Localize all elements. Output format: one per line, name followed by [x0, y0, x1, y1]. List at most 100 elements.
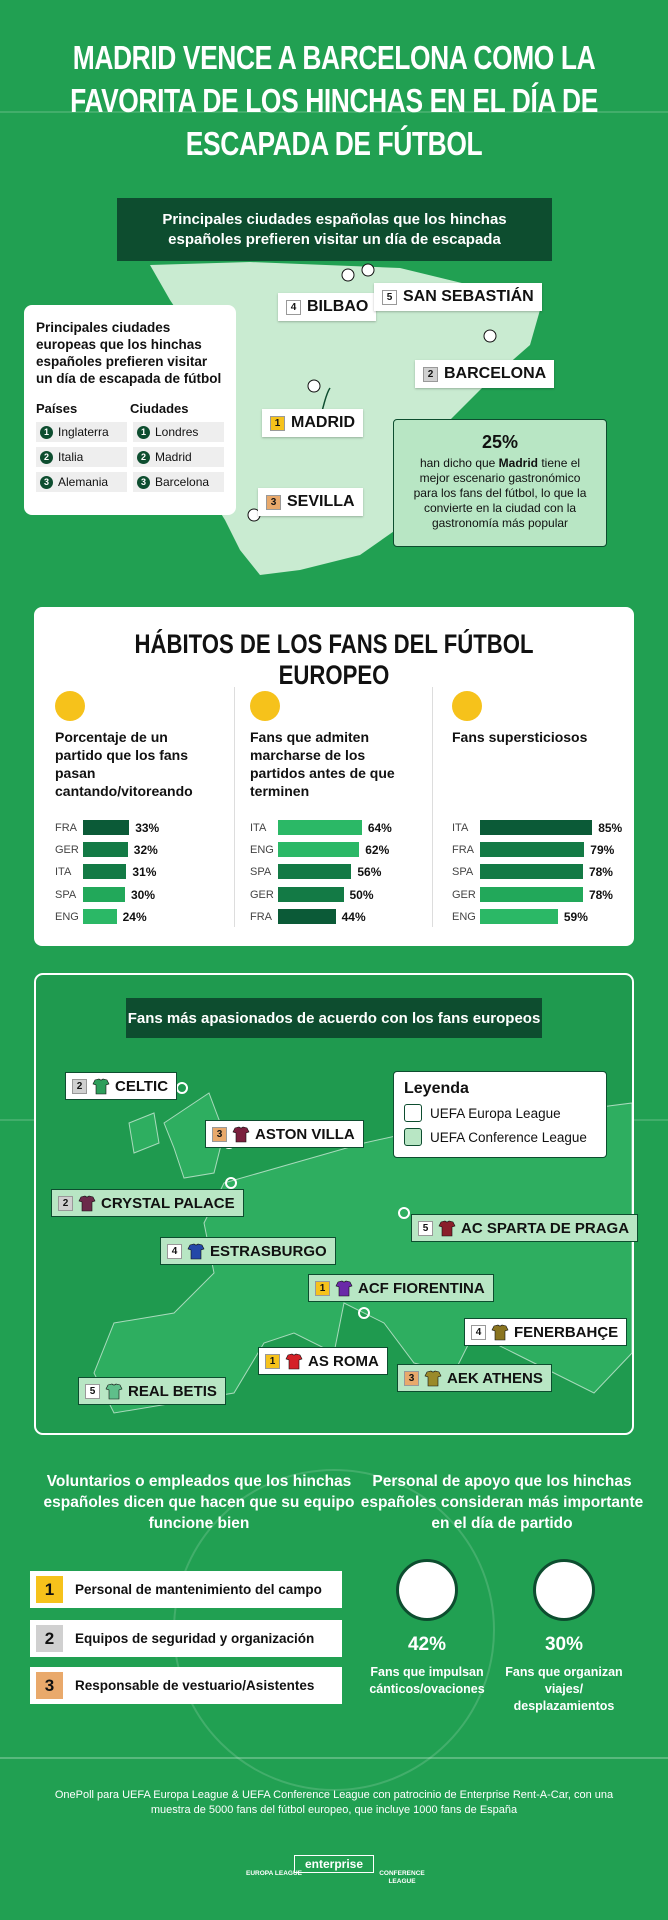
volunteer-item: 3 Responsable de vestuario/Asistentes: [30, 1667, 342, 1704]
value-label: 32%: [133, 842, 158, 857]
table-row: 3 Alemania 3 Barcelona: [36, 472, 224, 492]
team-label: 5 REAL BETIS: [78, 1377, 226, 1405]
item-text: Responsable de vestuario/Asistentes: [75, 1678, 315, 1693]
bar: [83, 909, 117, 924]
bar: [278, 842, 360, 857]
table-cell: 2 Madrid: [133, 447, 224, 467]
team-name: CELTIC: [115, 1077, 169, 1095]
team-label: 2 CRYSTAL PALACE: [51, 1189, 244, 1217]
team-label: 4 FENERBAHÇE: [464, 1318, 628, 1346]
logo: CONFERENCE LEAGUE: [379, 1870, 425, 1885]
rank-circle: 3: [137, 475, 150, 489]
city-label: 2 BARCELONA: [415, 360, 555, 388]
category-label: ENG: [250, 843, 274, 856]
team-label: 5 AC SPARTA DE PRAGA: [411, 1214, 639, 1242]
city-name: SEVILLA: [287, 493, 355, 510]
value-label: 31%: [132, 864, 157, 879]
shirt-icon: [92, 1078, 110, 1094]
footer-source: OnePoll para UEFA Europa League & UEFA C…: [54, 1789, 614, 1816]
shirt-icon: [187, 1243, 205, 1259]
city-label: 4 BILBAO: [278, 293, 377, 321]
legend-swatch: [404, 1128, 422, 1146]
category-label: ITA: [55, 865, 72, 878]
habit-icon: [452, 691, 482, 721]
shirt-icon: [335, 1280, 353, 1296]
shirt-icon: [78, 1195, 96, 1211]
team-name: AC SPARTA DE PRAGA: [461, 1219, 630, 1237]
rank-badge: 3: [36, 1672, 63, 1699]
city-name: BILBAO: [307, 298, 369, 315]
city-label: 3 SEVILLA: [258, 488, 363, 516]
category-label: ITA: [250, 821, 267, 834]
bar: [480, 820, 593, 835]
rank-badge: 1: [315, 1280, 330, 1296]
team-label: 3 ASTON VILLA: [205, 1120, 364, 1148]
rank-circle: 1: [137, 425, 150, 439]
value-label: 64%: [367, 820, 392, 835]
shirt-icon: [438, 1220, 456, 1236]
chart-title: Fans supersticiosos: [452, 729, 588, 745]
category-label: SPA: [452, 865, 474, 878]
main-title: MADRID VENCE A BARCELONA COMO LA FAVORIT…: [70, 39, 598, 162]
bar: [83, 842, 128, 857]
box-table: Países Ciudades 1 Inglaterra 1 Londres 2 Italia…: [36, 401, 224, 492]
rank-badge: 5: [85, 1383, 100, 1399]
stat-value: 42%: [407, 1634, 447, 1655]
legend-title: Leyenda: [404, 1080, 469, 1097]
column-header: Países: [36, 401, 78, 416]
stat-label: Fans que impulsan cánticos/ovaciones: [369, 1665, 485, 1696]
value-label: 79%: [590, 842, 615, 857]
value-label: 78%: [588, 864, 613, 879]
table-cell: 3 Barcelona: [133, 472, 224, 492]
team-name: AEK ATHENS: [447, 1369, 543, 1387]
cell-text: Londres: [155, 425, 199, 439]
habits-title: HÁBITOS DE LOS FANS DEL FÚTBOL EUROPEO: [134, 629, 534, 690]
bar: [480, 887, 583, 902]
category-label: GER: [452, 888, 476, 901]
europe-cities-box: Principales ciudades europeas que los hi…: [24, 305, 236, 515]
bar-row: SPA 56%: [250, 864, 381, 879]
item-text: Equipos de seguridad y organización: [75, 1631, 315, 1646]
category-label: FRA: [55, 821, 77, 834]
bar: [480, 909, 558, 924]
stat-icon: [533, 1559, 595, 1621]
rank-badge: 1: [265, 1353, 280, 1369]
table-cell: 3 Alemania: [36, 472, 127, 492]
separator: [432, 687, 433, 927]
legend-label: UEFA Conference League: [430, 1129, 587, 1145]
chart-title: Porcentaje de un partido que los fans pa…: [55, 729, 193, 799]
cell-text: Alemania: [58, 475, 109, 489]
bar: [480, 864, 583, 879]
habit-icon: [250, 691, 280, 721]
team-name: CRYSTAL PALACE: [101, 1194, 235, 1212]
team-name: ACF FIORENTINA: [358, 1279, 485, 1297]
text: tiene el mejor escenario gastronómico pa…: [413, 456, 587, 530]
spain-title: Principales ciudades españolas que los h…: [117, 198, 552, 261]
category-label: ENG: [55, 910, 79, 923]
stat-icon: [396, 1559, 458, 1621]
rank-badge: 5: [382, 289, 397, 305]
bar-row: SPA 30%: [55, 887, 155, 902]
legend-swatch: [404, 1104, 422, 1122]
table-row: 1 Inglaterra 1 Londres: [36, 422, 224, 442]
category-label: FRA: [250, 910, 272, 923]
support-title: Personal de apoyo que los hinchas españo…: [360, 1473, 644, 1532]
team-name: FENERBAHÇE: [514, 1323, 619, 1341]
category-label: SPA: [250, 865, 272, 878]
table-cell: 2 Italia: [36, 447, 127, 467]
bar-row: ENG 59%: [452, 909, 588, 924]
bar: [278, 820, 362, 835]
logo: enterprise: [294, 1855, 374, 1873]
shirt-icon: [285, 1353, 303, 1369]
value-label: 44%: [341, 909, 366, 924]
bar: [278, 909, 336, 924]
rank-badge: 5: [418, 1220, 433, 1236]
legend-label: UEFA Europa League: [430, 1105, 561, 1121]
legend-item: UEFA Europa League: [404, 1104, 596, 1122]
bar-row: GER 32%: [55, 842, 158, 857]
team-name: REAL BETIS: [128, 1382, 217, 1400]
bar: [83, 864, 127, 879]
team-name: ESTRASBURGO: [210, 1242, 327, 1260]
team-label: 1 AS ROMA: [258, 1347, 388, 1375]
